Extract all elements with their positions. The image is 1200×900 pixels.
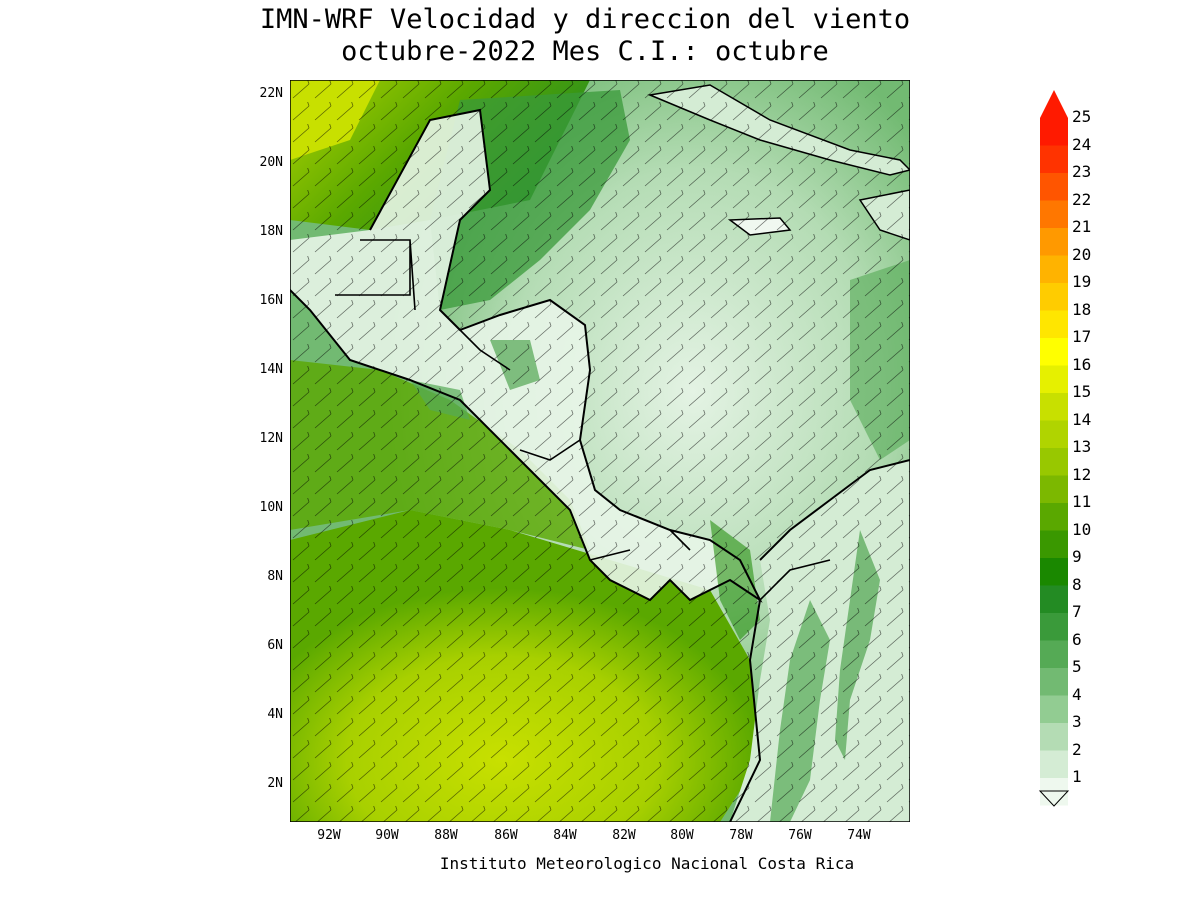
- colorbar-swatch: [1040, 393, 1068, 421]
- colorbar-label: 12: [1072, 464, 1092, 484]
- colorbar-label: 4: [1072, 684, 1082, 704]
- lon-label-90w: 90W: [375, 828, 399, 843]
- colorbar: [1038, 90, 1070, 807]
- colorbar-swatch: [1040, 558, 1068, 586]
- colorbar-label: 20: [1072, 244, 1092, 264]
- colorbar-label: 3: [1072, 712, 1082, 731]
- colorbar-swatch: [1040, 503, 1068, 531]
- colorbar-swatch: [1040, 613, 1068, 641]
- colorbar-swatch: [1040, 365, 1068, 393]
- colorbar-swatch: [1040, 145, 1068, 173]
- colorbar-label: 8: [1072, 574, 1082, 594]
- lon-label-74w: 74W: [847, 828, 871, 843]
- colorbar-swatch: [1040, 228, 1068, 256]
- wind-map: [290, 80, 910, 822]
- lat-label-6n: 6N: [267, 638, 283, 653]
- colorbar-label: 13: [1072, 437, 1092, 456]
- colorbar-swatch: [1040, 723, 1068, 751]
- lon-label-84w: 84W: [553, 828, 577, 843]
- colorbar-label: 7: [1072, 602, 1082, 621]
- coastline-south-america: [729, 459, 910, 822]
- lon-label-92w: 92W: [317, 828, 341, 843]
- lon-label-86w: 86W: [494, 828, 518, 843]
- colorbar-label: 22: [1072, 189, 1092, 209]
- colorbar-label: 11: [1072, 492, 1092, 511]
- colorbar-label: 15: [1072, 382, 1092, 401]
- colorbar-swatch: [1040, 475, 1068, 503]
- lon-label-80w: 80W: [670, 828, 694, 843]
- colorbar-label: 9: [1072, 547, 1082, 566]
- lon-label-78w: 78W: [729, 828, 753, 843]
- lon-label-76w: 76W: [788, 828, 812, 843]
- colorbar-swatch: [1040, 778, 1068, 806]
- colorbar-label: 23: [1072, 162, 1092, 181]
- colorbar-swatch: [1040, 448, 1068, 476]
- map-title-line1: IMN-WRF Velocidad y direccion del viento: [259, 4, 911, 35]
- colorbar-swatch: [1040, 695, 1068, 723]
- colorbar-arrow-top: [1040, 90, 1068, 118]
- colorbar-swatch: [1040, 118, 1068, 146]
- colorbar-label: 14: [1072, 409, 1092, 429]
- colorbar-swatch: [1040, 585, 1068, 613]
- colorbar-label: 24: [1072, 134, 1092, 154]
- colorbar-swatch: [1040, 668, 1068, 696]
- lon-label-88w: 88W: [434, 828, 458, 843]
- lat-label-4n: 4N: [267, 707, 283, 722]
- colorbar-swatch: [1040, 420, 1068, 448]
- lat-label-18n: 18N: [259, 224, 283, 239]
- colorbar-swatch: [1040, 310, 1068, 338]
- lat-label-8n: 8N: [267, 569, 283, 584]
- colorbar-label: 21: [1072, 217, 1092, 236]
- colorbar-swatch: [1040, 338, 1068, 366]
- colorbar-swatch: [1040, 200, 1068, 228]
- lat-label-22n: 22N: [259, 86, 283, 101]
- lat-label-12n: 12N: [259, 431, 283, 446]
- colorbar-label: 19: [1072, 272, 1092, 291]
- colorbar-label: 5: [1072, 657, 1082, 676]
- footer-credit: Instituto Meteorologico Nacional Costa R…: [439, 854, 855, 873]
- colorbar-arrow-bottom: [1038, 790, 1070, 807]
- colorbar-label: 25: [1072, 107, 1092, 126]
- colorbar-label: 18: [1072, 299, 1092, 319]
- colorbar-label: 1: [1072, 767, 1082, 786]
- lat-label-10n: 10N: [259, 500, 283, 515]
- lat-label-2n: 2N: [267, 776, 283, 791]
- lat-label-16n: 16N: [259, 293, 283, 308]
- map-title-line2: octubre-2022 Mes C.I.: octubre: [341, 36, 829, 67]
- colorbar-label: 16: [1072, 354, 1092, 374]
- colorbar-swatch: [1040, 750, 1068, 778]
- country-borders: [335, 239, 831, 601]
- lat-label-20n: 20N: [259, 155, 283, 170]
- lat-label-14n: 14N: [259, 362, 283, 377]
- lon-label-82w: 82W: [612, 828, 636, 843]
- colorbar-label: 2: [1072, 739, 1082, 759]
- colorbar-swatch: [1040, 283, 1068, 311]
- colorbar-label: 6: [1072, 629, 1082, 649]
- colorbar-swatch: [1040, 173, 1068, 201]
- colorbar-swatch: [1040, 640, 1068, 668]
- colorbar-label: 10: [1072, 519, 1092, 539]
- colorbar-swatch: [1040, 530, 1068, 558]
- wind-barbs-overlay: [290, 80, 910, 822]
- colorbar-swatch: [1040, 255, 1068, 283]
- colorbar-label: 17: [1072, 327, 1092, 346]
